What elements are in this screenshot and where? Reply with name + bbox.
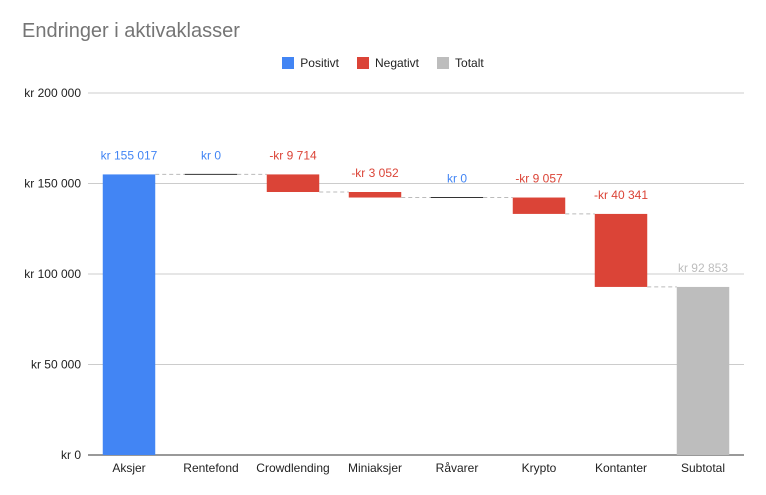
data-label: -kr 9 057 <box>515 172 563 186</box>
bar <box>676 286 730 455</box>
legend-swatch-positive <box>282 57 295 69</box>
category-label: Rentefond <box>183 461 238 475</box>
data-label: -kr 9 714 <box>269 148 317 162</box>
data-label: kr 0 <box>201 148 221 162</box>
bar <box>266 174 320 193</box>
legend-item-total[interactable]: Totalt <box>437 56 484 70</box>
bar <box>102 174 156 455</box>
data-label: -kr 40 341 <box>594 188 648 202</box>
category-label: Miniaksjer <box>348 461 402 475</box>
legend-item-negative[interactable]: Negativt <box>356 56 420 70</box>
legend-label-total: Totalt <box>455 56 484 70</box>
category-label: Kontanter <box>595 461 647 475</box>
legend-label-positive: Positivt <box>300 56 339 70</box>
legend-swatch-total <box>437 57 450 69</box>
y-tick-label: kr 200 000 <box>24 86 81 100</box>
legend-item-positive[interactable]: Positivt <box>282 56 339 70</box>
legend: Positivt Negativt Totalt <box>0 56 766 70</box>
y-tick-label: kr 100 000 <box>24 267 81 281</box>
data-label: -kr 3 052 <box>351 166 399 180</box>
category-label: Subtotal <box>681 461 725 475</box>
data-label: kr 0 <box>447 172 467 186</box>
chart-title: Endringer i aktivaklasser <box>22 20 240 42</box>
category-label: Råvarer <box>436 461 479 475</box>
bar <box>348 192 402 198</box>
data-label: kr 155 017 <box>101 148 158 162</box>
category-label: Krypto <box>522 461 557 475</box>
category-label: Aksjer <box>112 461 145 475</box>
y-tick-label: kr 150 000 <box>24 177 81 191</box>
bar <box>594 213 648 287</box>
data-label: kr 92 853 <box>678 261 728 275</box>
category-label: Crowdlending <box>256 461 329 475</box>
y-tick-label: kr 0 <box>61 448 81 462</box>
y-tick-label: kr 50 000 <box>31 358 81 372</box>
legend-label-negative: Negativt <box>374 56 420 70</box>
legend-swatch-negative <box>356 57 369 69</box>
bar <box>512 197 566 214</box>
